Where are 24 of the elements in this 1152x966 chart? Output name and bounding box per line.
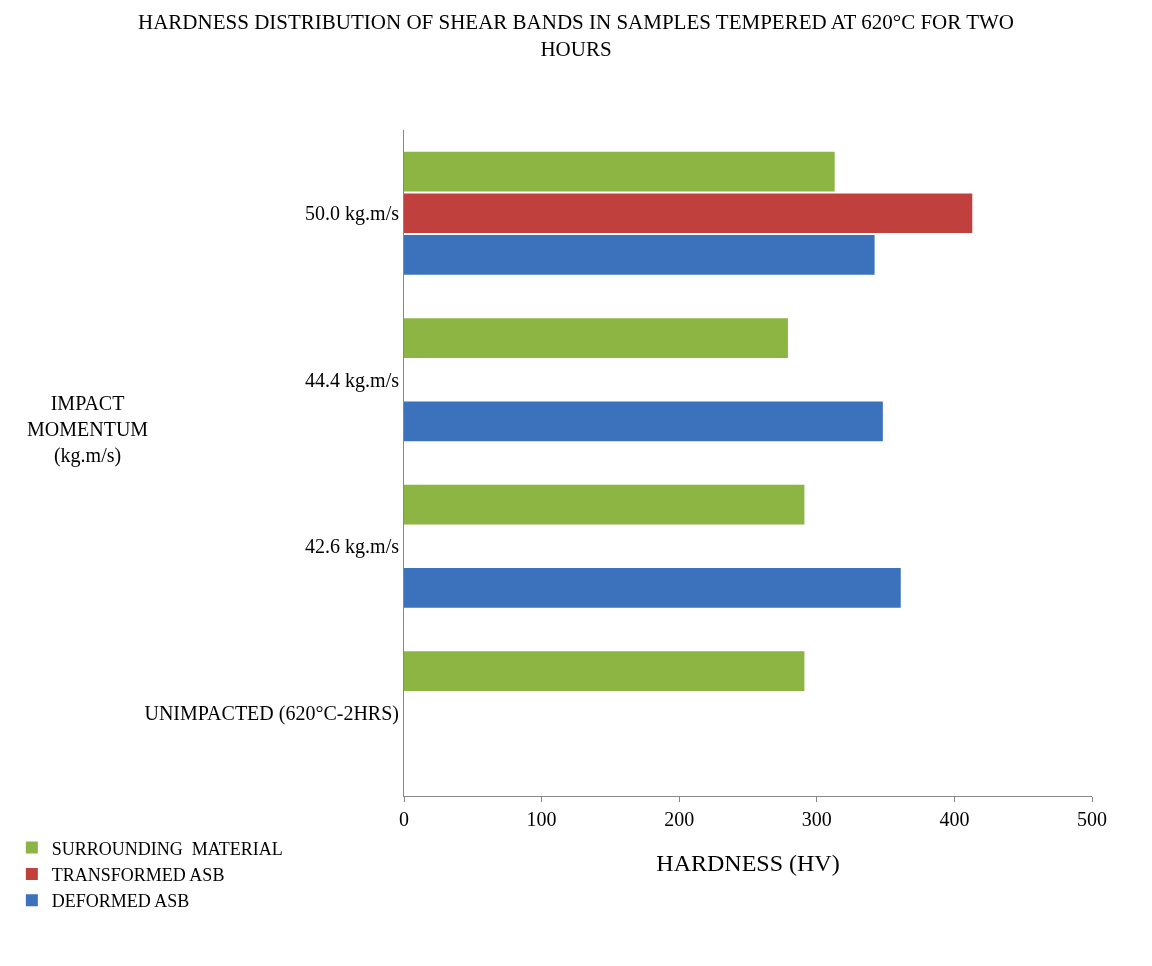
x-tick-label: 300 bbox=[801, 808, 832, 830]
legend-label: TRANSFORMED ASB bbox=[51, 864, 225, 885]
bar bbox=[404, 235, 875, 275]
x-tick-label: 200 bbox=[664, 808, 695, 830]
bar bbox=[404, 568, 901, 608]
bar bbox=[404, 401, 883, 442]
x-tick-label: 400 bbox=[939, 808, 970, 830]
chart-title: HARDNESS DISTRIBUTION OF SHEAR BANDS IN SAMPLES TEMPERED AT 620°C FOR TWO HOURS bbox=[138, 9, 1014, 62]
y-tick-label: 42.6 kg.m/s bbox=[305, 535, 400, 559]
x-axis-title: HARDNESS (HV) bbox=[656, 850, 840, 877]
bar bbox=[404, 151, 835, 192]
legend-label: SURROUNDING MATERIAL bbox=[51, 838, 283, 859]
legend-label: DEFORMED ASB bbox=[51, 891, 190, 912]
bar bbox=[404, 484, 805, 525]
y-axis-title: IMPACT MOMENTUM (kg.m/s) bbox=[27, 392, 149, 467]
y-tick-label: 44.4 kg.m/s bbox=[305, 368, 400, 392]
x-tick-label: 500 bbox=[1077, 808, 1107, 830]
bar bbox=[404, 193, 973, 234]
x-tick-label: 0 bbox=[399, 808, 409, 830]
bar bbox=[404, 318, 788, 358]
y-tick-label: UNIMPACTED (620°C-2HRS) bbox=[144, 701, 399, 725]
bar bbox=[404, 651, 805, 691]
x-tick-label: 100 bbox=[526, 808, 557, 830]
y-tick-label: 50.0 kg.m/s bbox=[305, 202, 400, 226]
